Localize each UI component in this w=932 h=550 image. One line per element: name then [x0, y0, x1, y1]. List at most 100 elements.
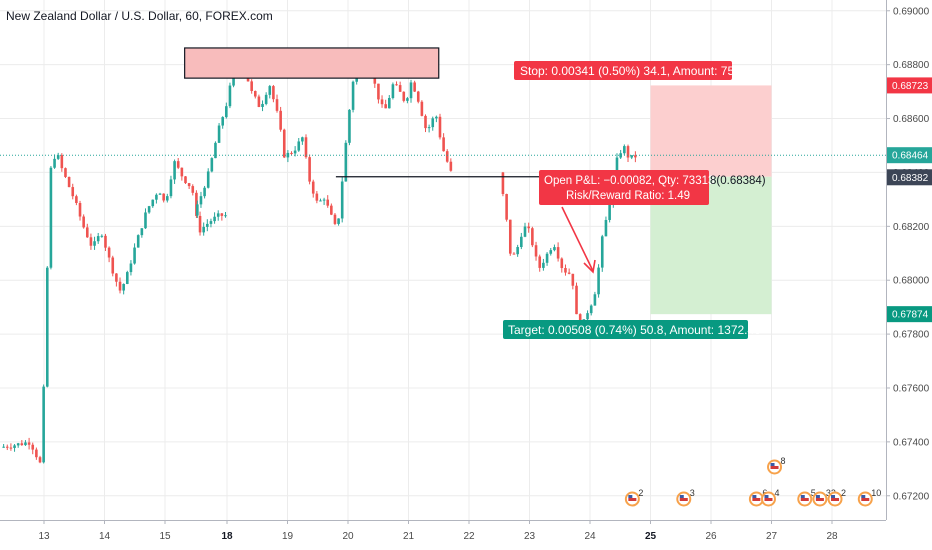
candle-body	[416, 91, 420, 102]
candle-body	[534, 245, 538, 257]
candle-body	[377, 83, 380, 100]
candle	[199, 191, 203, 208]
candle-body	[217, 125, 221, 143]
candle-body	[340, 181, 344, 219]
candle-body	[556, 247, 560, 259]
candle	[257, 94, 261, 108]
event-marker: 2	[624, 488, 643, 507]
candle	[387, 95, 391, 109]
time-tick-label: 15	[159, 531, 171, 542]
candle-body	[115, 273, 118, 282]
candle-body	[304, 137, 308, 158]
candle-body	[438, 116, 442, 138]
candle	[93, 236, 96, 250]
candle-body	[272, 86, 275, 100]
price-tick-label: 0.68000	[893, 276, 930, 287]
candle-body	[221, 117, 224, 126]
candle	[173, 159, 176, 184]
event-flag-canton	[764, 495, 769, 498]
candle	[301, 136, 304, 145]
candle-body	[20, 443, 24, 446]
price-tick-label: 0.67800	[893, 330, 930, 341]
candle	[151, 199, 155, 208]
candle	[118, 277, 122, 294]
candle-body	[144, 212, 147, 229]
candle	[626, 144, 630, 163]
candle-body	[203, 187, 206, 197]
candle	[395, 81, 398, 86]
candle	[589, 304, 593, 316]
candle	[268, 84, 272, 99]
candle-body	[214, 142, 217, 159]
candle-body	[275, 99, 279, 111]
candle	[282, 128, 286, 159]
candle-body	[206, 171, 210, 188]
time-tick-label: 14	[99, 531, 111, 542]
candle	[31, 442, 35, 455]
candle	[224, 212, 227, 218]
candle-body	[85, 227, 89, 238]
candle-body	[308, 157, 311, 182]
stop-label-box	[514, 61, 732, 80]
price-tick-label: 0.69000	[893, 6, 930, 17]
candle-body	[42, 386, 45, 463]
candle	[253, 90, 257, 99]
candle-body	[209, 221, 213, 224]
candle-body	[24, 442, 27, 446]
candle	[129, 260, 133, 276]
candle	[228, 82, 232, 109]
candle-body	[75, 196, 78, 204]
candle	[16, 442, 20, 448]
candle	[560, 257, 564, 273]
candle-body	[505, 194, 508, 220]
candle	[162, 193, 165, 203]
price-tag-label: 0.67874	[892, 310, 929, 321]
candle	[435, 115, 438, 123]
candle-body	[337, 218, 340, 224]
candle	[104, 233, 107, 251]
candle-body	[111, 257, 115, 274]
candle-body	[206, 223, 209, 227]
candle-body	[527, 226, 530, 229]
candle-body	[82, 216, 85, 228]
candle-body	[107, 247, 111, 258]
candle	[158, 192, 162, 195]
candle	[600, 234, 604, 272]
event-flag-canton	[752, 495, 757, 498]
price-tag-label: 0.68464	[892, 151, 929, 162]
event-count: 2	[638, 488, 643, 498]
event-flag-canton	[800, 495, 805, 498]
candle	[445, 149, 449, 163]
candle-body	[282, 129, 286, 158]
candle-body	[198, 215, 202, 233]
candle	[202, 222, 205, 236]
candle-body	[257, 96, 261, 107]
candle-body	[224, 215, 227, 217]
candle-body	[38, 457, 42, 463]
candle-body	[586, 313, 589, 320]
candle-body	[93, 241, 96, 246]
time-tick-label: 19	[282, 531, 294, 542]
candle-body	[623, 146, 626, 154]
candle	[198, 211, 202, 236]
candle-body	[180, 167, 184, 177]
event-marker: 3	[676, 488, 695, 507]
candle-body	[45, 267, 49, 387]
candle-body	[512, 253, 516, 255]
candle	[203, 185, 206, 199]
candle-body	[27, 442, 31, 445]
candle-body	[9, 447, 13, 449]
candle	[311, 179, 315, 198]
candle	[82, 214, 85, 229]
candle-body	[122, 283, 125, 291]
event-marker: 2	[827, 488, 846, 507]
candle	[38, 455, 42, 464]
price-tick-label: 0.68800	[893, 60, 930, 71]
candle	[225, 102, 228, 119]
candle-body	[604, 219, 608, 237]
event-marker: 8	[767, 456, 786, 475]
candle	[308, 154, 311, 185]
candle	[78, 200, 82, 221]
